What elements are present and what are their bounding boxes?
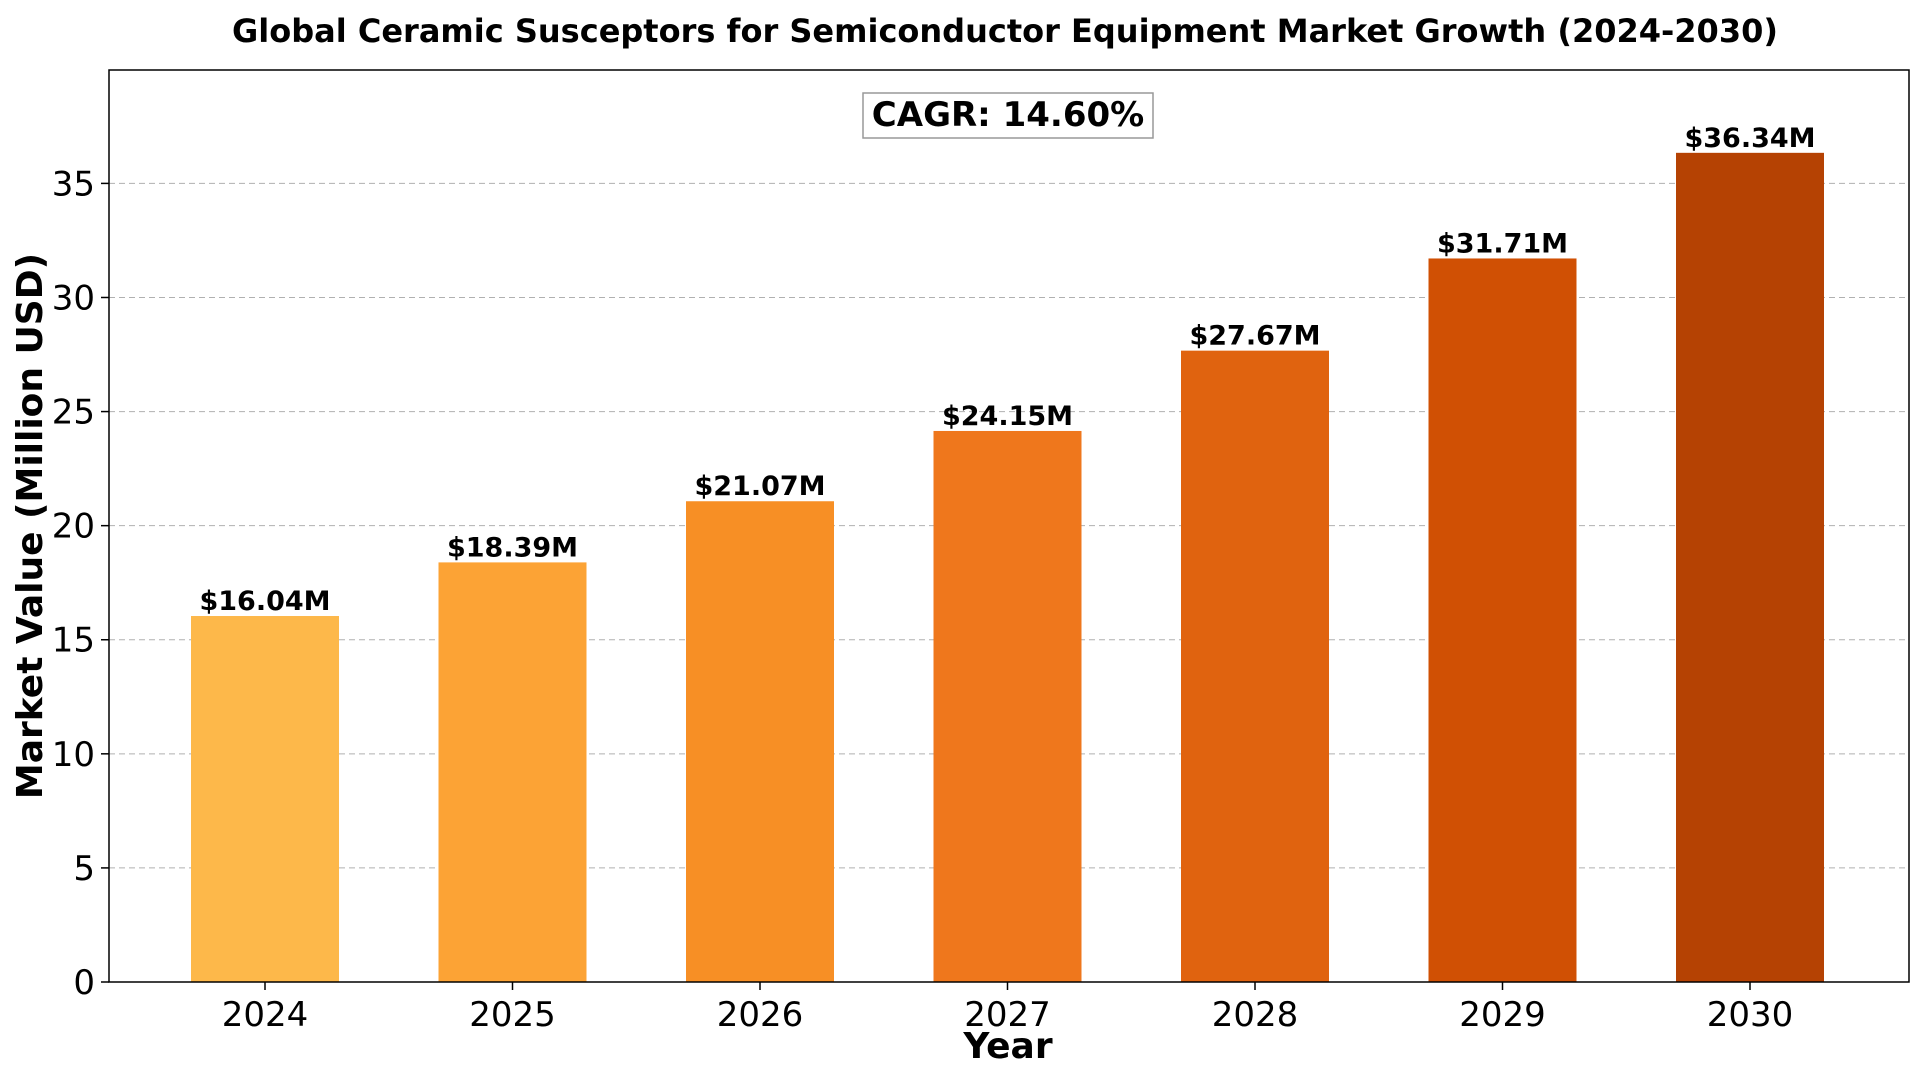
- bar-2026: [686, 501, 834, 982]
- y-tick-label: 30: [52, 278, 95, 318]
- x-tick-label: 2027: [964, 995, 1051, 1035]
- y-tick-label: 15: [52, 621, 95, 661]
- y-tick-label: 20: [52, 507, 95, 547]
- cagr-text: CAGR: 14.60%: [872, 95, 1144, 135]
- x-tick-label: 2028: [1212, 995, 1299, 1035]
- bar-2030: [1676, 152, 1824, 983]
- bar-value-label: $21.07M: [694, 471, 825, 502]
- y-tick-label: 0: [73, 963, 95, 1003]
- cagr-box: [862, 92, 1154, 139]
- bar-value-label: $16.04M: [199, 586, 330, 617]
- chart-title: Global Ceramic Susceptors for Semiconduc…: [232, 12, 1778, 50]
- bar-value-label: $31.71M: [1437, 228, 1568, 259]
- y-tick-label: 5: [73, 849, 95, 889]
- bar-2028: [1181, 350, 1329, 982]
- bar-value-label: $24.15M: [942, 401, 1073, 432]
- x-tick-label: 2025: [469, 995, 556, 1035]
- y-tick-label: 25: [52, 393, 95, 433]
- bar-2024: [191, 616, 339, 982]
- x-tick-label: 2030: [1707, 995, 1794, 1035]
- bars: [191, 152, 1824, 983]
- bar-value-labels: $16.04M $18.39M $21.07M $24.15M $27.67M $31.7…: [199, 123, 1815, 617]
- cagr-annotation: CAGR: 14.60%: [862, 92, 1154, 139]
- bar-2025: [438, 562, 587, 982]
- x-axis-ticks: 2024 2025 2026 2027 2028 2029 2030: [222, 982, 1794, 1035]
- x-tick-label: 2026: [717, 995, 804, 1035]
- y-tick-label: 10: [52, 735, 95, 775]
- x-axis-label: Year: [962, 1026, 1052, 1067]
- bar-2029: [1428, 258, 1577, 982]
- y-axis-label: Market Value (Million USD): [10, 253, 51, 799]
- x-tick-label: 2024: [222, 995, 309, 1035]
- bar-value-label: $36.34M: [1684, 123, 1815, 154]
- bar-2027: [933, 430, 1082, 982]
- y-tick-label: 35: [52, 164, 95, 204]
- bar-value-label: $27.67M: [1189, 321, 1320, 352]
- y-axis-ticks: 0 5 10 15 20 25 30 35: [52, 164, 109, 1003]
- bar-value-label: $18.39M: [447, 532, 578, 563]
- x-tick-label: 2029: [1459, 995, 1546, 1035]
